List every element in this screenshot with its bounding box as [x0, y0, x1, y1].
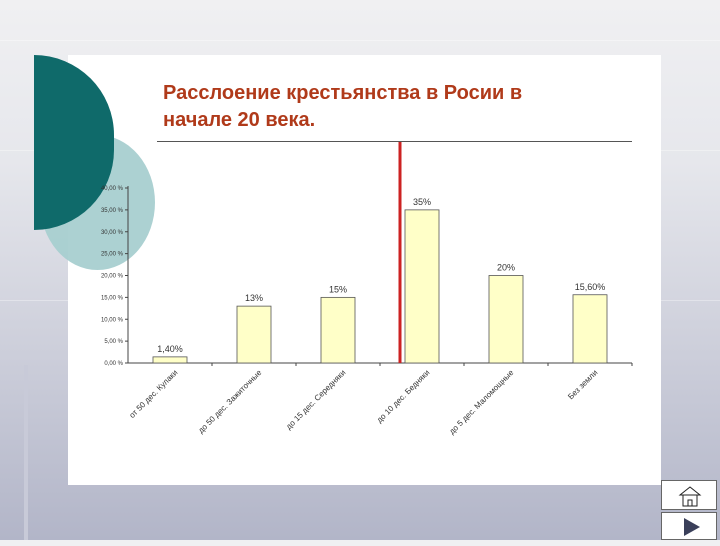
bar	[488, 275, 524, 364]
y-tick-label: 5,00 %	[104, 339, 123, 345]
data-label: 1,40%	[157, 344, 183, 354]
y-tick-label: 0,00 %	[104, 361, 123, 367]
data-label: 15,60%	[575, 282, 606, 292]
bar	[572, 294, 608, 364]
y-tick-label: 30,00 %	[101, 230, 124, 236]
title-line-2: начале 20 века.	[163, 109, 316, 131]
bar	[320, 296, 356, 364]
next-button[interactable]	[661, 512, 717, 540]
x-category-label: до 10 дес. Бедняки	[375, 368, 432, 425]
bar	[236, 305, 272, 364]
x-category-label: до 50 дес. Зажиточные	[196, 368, 263, 435]
x-category-label: до 15 дес. Середняки	[284, 368, 347, 431]
y-tick-label: 15,00 %	[101, 295, 124, 301]
data-label: 15%	[329, 284, 347, 294]
y-tick-label: 35,00 %	[101, 208, 124, 214]
bar	[152, 356, 188, 364]
y-tick-label: 20,00 %	[101, 274, 124, 280]
title-divider	[157, 141, 632, 142]
y-tick-label: 40,00 %	[101, 186, 124, 192]
slide-title: Расслоение крестьянства в Росии в начале…	[163, 80, 633, 134]
decorative-stripe	[24, 365, 28, 540]
bar	[404, 209, 440, 364]
slide-panel	[68, 55, 661, 485]
y-tick-label: 25,00 %	[101, 252, 124, 258]
x-category-label: Без земли	[566, 368, 599, 401]
title-line-1: Расслоение крестьянства в Росии в	[163, 82, 523, 104]
data-label: 35%	[413, 197, 431, 207]
home-icon	[678, 486, 702, 507]
data-label: 20%	[497, 263, 515, 273]
y-tick-label: 10,00 %	[101, 317, 124, 323]
play-right-icon	[684, 518, 700, 536]
data-label: 13%	[245, 293, 263, 303]
home-button[interactable]	[661, 480, 717, 510]
x-category-label: от 50 дес. Кулаки	[127, 368, 179, 420]
x-category-label: до 5 дес. Маломощные	[447, 368, 515, 436]
